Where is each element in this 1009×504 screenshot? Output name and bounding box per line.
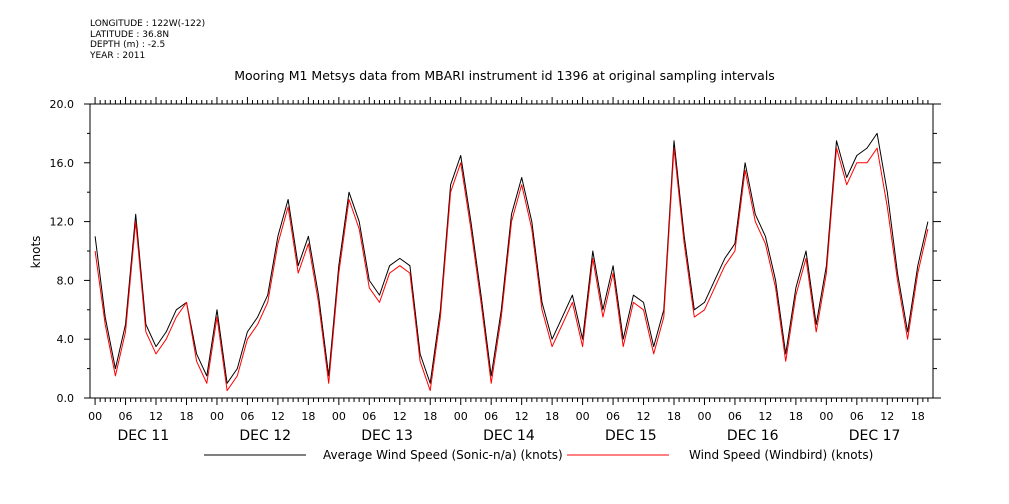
x-tick-label: 00 — [210, 410, 224, 423]
x-tick-label: 12 — [515, 410, 529, 423]
latitude-label: LATITUDE : 36.8N — [90, 29, 170, 40]
x-tick-label: 12 — [758, 410, 772, 423]
x-tick-label: 06 — [119, 410, 133, 423]
y-tick-label: 8.0 — [57, 274, 75, 287]
x-tick-label: 12 — [880, 410, 894, 423]
x-tick-label: 12 — [393, 410, 407, 423]
x-tick-label: 18 — [667, 410, 681, 423]
x-tick-label: 12 — [271, 410, 285, 423]
x-tick-label: 18 — [423, 410, 437, 423]
x-tick-label: 00 — [697, 410, 711, 423]
day-label: DEC 14 — [483, 428, 535, 444]
x-tick-label: 18 — [911, 410, 925, 423]
plot-border — [89, 103, 934, 399]
legend-label-windbird: Wind Speed (Windbird) (knots) — [689, 448, 873, 462]
metadata-block: LONGITUDE : 122W(-122) LATITUDE : 36.8N … — [90, 19, 205, 61]
y-axis-label: knots — [29, 236, 43, 269]
x-tick-label: 18 — [179, 410, 193, 423]
x-tick-label: 18 — [789, 410, 803, 423]
x-tick-label: 00 — [819, 410, 833, 423]
x-tick-label: 00 — [88, 410, 102, 423]
x-tick-label: 12 — [149, 410, 163, 423]
x-tick-label: 00 — [454, 410, 468, 423]
day-label: DEC 12 — [239, 428, 291, 444]
day-label: DEC 15 — [605, 428, 657, 444]
y-tick-label: 20.0 — [50, 98, 75, 111]
day-label: DEC 13 — [361, 428, 413, 444]
day-label: DEC 16 — [727, 428, 779, 444]
legend: Average Wind Speed (Sonic-n/a) (knots) W… — [204, 448, 873, 462]
x-tick-label: 18 — [301, 410, 315, 423]
chart-title: Mooring M1 Metsys data from MBARI instru… — [234, 68, 775, 83]
day-label: DEC 11 — [117, 428, 169, 444]
x-tick-label: 06 — [240, 410, 254, 423]
depth-label: DEPTH (m) : -2.5 — [90, 40, 166, 50]
series-line-average-wind-speed — [94, 132, 929, 384]
x-tick-label: 06 — [728, 410, 742, 423]
plot-frame — [89, 103, 934, 399]
x-tick-label: 00 — [332, 410, 346, 423]
longitude-label: LONGITUDE : 122W(-122) — [90, 19, 206, 29]
y-tick-label: 12.0 — [50, 216, 75, 229]
day-label: DEC 17 — [849, 428, 901, 444]
y-tick-label: 4.0 — [57, 333, 75, 346]
x-axis: 00 06 12 18 00 06 12 18 00 06 12 18 00 06 12 18 00 06 12 18… — [88, 97, 929, 444]
series-group — [94, 132, 929, 392]
year-label: YEAR : 2011 — [90, 50, 146, 61]
y-tick-label: 0.0 — [57, 392, 75, 405]
legend-label-average: Average Wind Speed (Sonic-n/a) (knots) — [323, 448, 563, 462]
y-axis: 0.0 4.0 8.0 12.0 16.0 20.0 — [50, 98, 941, 405]
y-tick-label: 16.0 — [50, 157, 75, 170]
x-tick-label: 00 — [576, 410, 590, 423]
x-tick-label: 18 — [545, 410, 559, 423]
x-tick-label: 06 — [606, 410, 620, 423]
x-tick-label: 06 — [362, 410, 376, 423]
x-tick-label: 12 — [637, 410, 651, 423]
series-line-windbird-wind-speed — [94, 147, 929, 392]
x-tick-label: 06 — [850, 410, 864, 423]
x-tick-label: 06 — [484, 410, 498, 423]
